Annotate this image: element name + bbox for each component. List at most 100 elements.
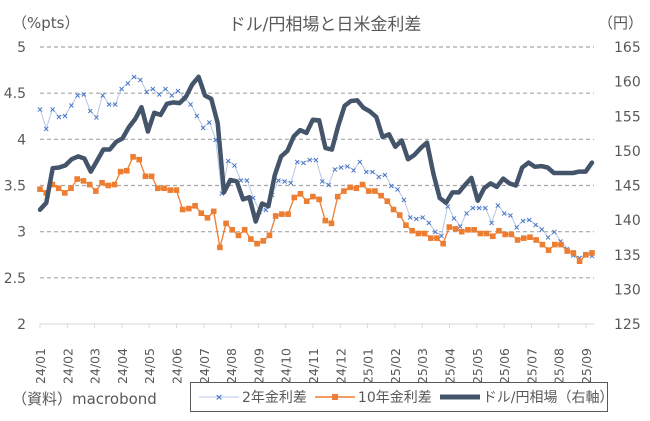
data-point-10y	[390, 206, 397, 213]
data-point-10y	[520, 235, 527, 241]
data-point-10y	[217, 244, 223, 251]
data-point-2y: ×	[476, 204, 483, 213]
data-point-2y: ×	[168, 91, 175, 100]
right-tick-label: 160	[614, 75, 641, 91]
data-point-10y	[440, 240, 446, 247]
data-point-2y: ×	[313, 156, 320, 165]
data-point-10y	[558, 241, 564, 248]
data-point-10y	[582, 251, 589, 258]
x-tick-label: 24/09	[251, 348, 266, 384]
data-point-2y: ×	[589, 252, 596, 261]
legend-item-10y[interactable]: 10年金利差	[314, 387, 432, 407]
right-tick-label: 145	[614, 179, 641, 195]
data-point-10y	[409, 227, 415, 234]
series-line-0	[39, 76, 593, 258]
data-point-2y: ×	[451, 214, 458, 223]
right-axis-unit: （円）	[598, 14, 644, 32]
data-point-10y	[192, 203, 198, 209]
data-point-2y: ×	[237, 176, 244, 185]
data-point-2y: ×	[187, 100, 194, 109]
data-point-2y: ×	[426, 218, 433, 227]
svg-text:×: ×	[215, 393, 223, 402]
data-point-10y	[74, 176, 81, 182]
legend-label-10y: 10年金利差	[357, 390, 432, 406]
data-point-10y	[446, 224, 453, 230]
data-point-10y	[514, 237, 521, 243]
data-point-10y	[359, 181, 366, 188]
data-point-10y	[353, 185, 360, 192]
data-point-2y: ×	[49, 105, 56, 114]
data-point-2y: ×	[344, 162, 351, 171]
data-point-10y	[310, 193, 316, 200]
x-tick-label: 24/02	[60, 348, 75, 384]
data-point-2y: ×	[231, 161, 238, 170]
data-point-2y: ×	[350, 166, 357, 175]
data-point-2y: ×	[382, 170, 389, 179]
source-note: （資料）macrobond	[12, 390, 157, 408]
data-point-10y	[136, 156, 143, 163]
data-point-10y	[508, 231, 515, 238]
data-point-2y: ×	[156, 90, 163, 99]
x-tick-label: 25/01	[361, 348, 376, 384]
data-point-2y: ×	[137, 75, 144, 84]
data-point-2y: ×	[193, 111, 200, 120]
x-tick-label: 24/12	[333, 348, 348, 384]
data-point-10y	[496, 227, 502, 234]
data-point-10y	[272, 213, 279, 219]
data-point-10y	[334, 193, 341, 200]
legend-item-usdjpy[interactable]: ドル/円相場（右軸）	[439, 387, 613, 407]
data-point-2y: ×	[118, 85, 125, 94]
legend-label-2y: 2年金利差	[242, 390, 307, 406]
data-point-2y: ×	[62, 111, 69, 120]
data-point-2y: ×	[520, 217, 527, 226]
right-tick-label: 155	[614, 109, 641, 125]
legend: × 2年金利差 10年金利差 ドル/円相場（右軸）	[190, 382, 613, 412]
data-point-2y: ×	[507, 211, 514, 220]
data-point-2y: ×	[388, 182, 395, 191]
x-tick-label: 24/07	[197, 348, 212, 384]
data-point-10y	[341, 188, 347, 194]
data-point-10y	[297, 191, 304, 197]
data-point-10y	[124, 167, 130, 174]
right-tick-label: 140	[614, 213, 641, 229]
left-axis-unit: （%pts）	[12, 14, 80, 32]
data-point-10y	[372, 188, 378, 194]
data-point-2y: ×	[419, 213, 426, 222]
data-point-10y	[477, 230, 484, 237]
data-point-10y	[260, 238, 267, 244]
data-point-2y: ×	[219, 189, 226, 198]
data-point-10y	[161, 185, 167, 192]
legend-item-2y[interactable]: × 2年金利差	[199, 387, 307, 407]
data-point-2y: ×	[131, 73, 138, 82]
left-tick-label: 2	[17, 317, 26, 333]
data-point-2y: ×	[495, 201, 502, 210]
data-point-10y	[291, 194, 298, 201]
data-point-2y: ×	[338, 163, 345, 172]
data-point-10y	[155, 185, 161, 192]
x-tick-label: 25/05	[470, 348, 485, 384]
data-point-2y: ×	[68, 101, 75, 110]
data-point-10y	[105, 182, 112, 189]
data-point-2y: ×	[331, 165, 338, 174]
data-point-2y: ×	[37, 105, 44, 114]
data-point-10y	[99, 179, 105, 186]
data-point-2y: ×	[407, 213, 414, 222]
x-tick-label: 24/05	[142, 348, 157, 384]
data-point-2y: ×	[400, 195, 407, 204]
data-point-10y	[589, 250, 595, 256]
data-point-2y: ×	[43, 124, 50, 133]
data-point-10y	[254, 240, 260, 247]
x-tick-label: 25/09	[579, 348, 594, 384]
data-point-2y: ×	[532, 220, 539, 229]
data-point-10y	[570, 250, 577, 256]
left-tick-label: 3	[17, 225, 26, 241]
data-point-10y	[452, 226, 459, 232]
data-point-2y: ×	[513, 223, 520, 232]
data-point-2y: ×	[150, 85, 157, 94]
data-point-2y: ×	[482, 204, 489, 213]
gridlines	[40, 46, 594, 279]
data-point-2y: ×	[551, 228, 558, 237]
data-point-2y: ×	[200, 123, 207, 132]
series-line-2	[37, 74, 595, 224]
x-tick-label: 25/03	[415, 348, 430, 384]
